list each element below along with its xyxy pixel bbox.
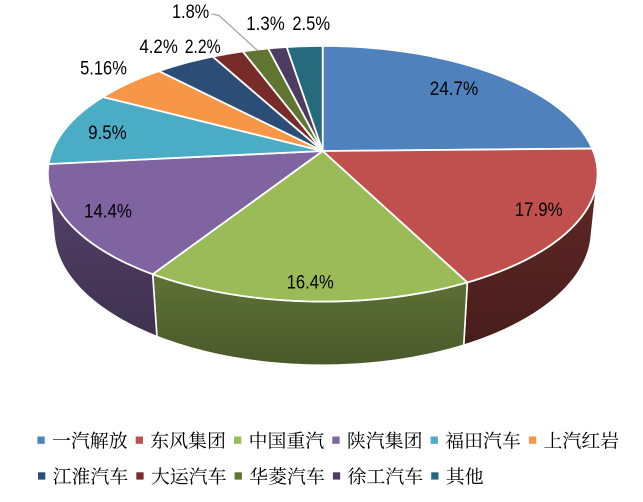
svg-text:4.2%: 4.2% [139, 37, 178, 58]
svg-text:16.4%: 16.4% [287, 273, 334, 294]
svg-text:9.5%: 9.5% [88, 123, 127, 144]
svg-text:1.3%: 1.3% [246, 14, 284, 35]
svg-text:14.4%: 14.4% [84, 202, 132, 223]
svg-text:24.7%: 24.7% [430, 79, 479, 100]
svg-text:17.9%: 17.9% [515, 200, 563, 221]
svg-text:2.2%: 2.2% [185, 37, 221, 58]
svg-text:5.16%: 5.16% [80, 59, 127, 80]
svg-text:2.5%: 2.5% [292, 14, 330, 35]
svg-text:1.8%: 1.8% [172, 2, 209, 23]
